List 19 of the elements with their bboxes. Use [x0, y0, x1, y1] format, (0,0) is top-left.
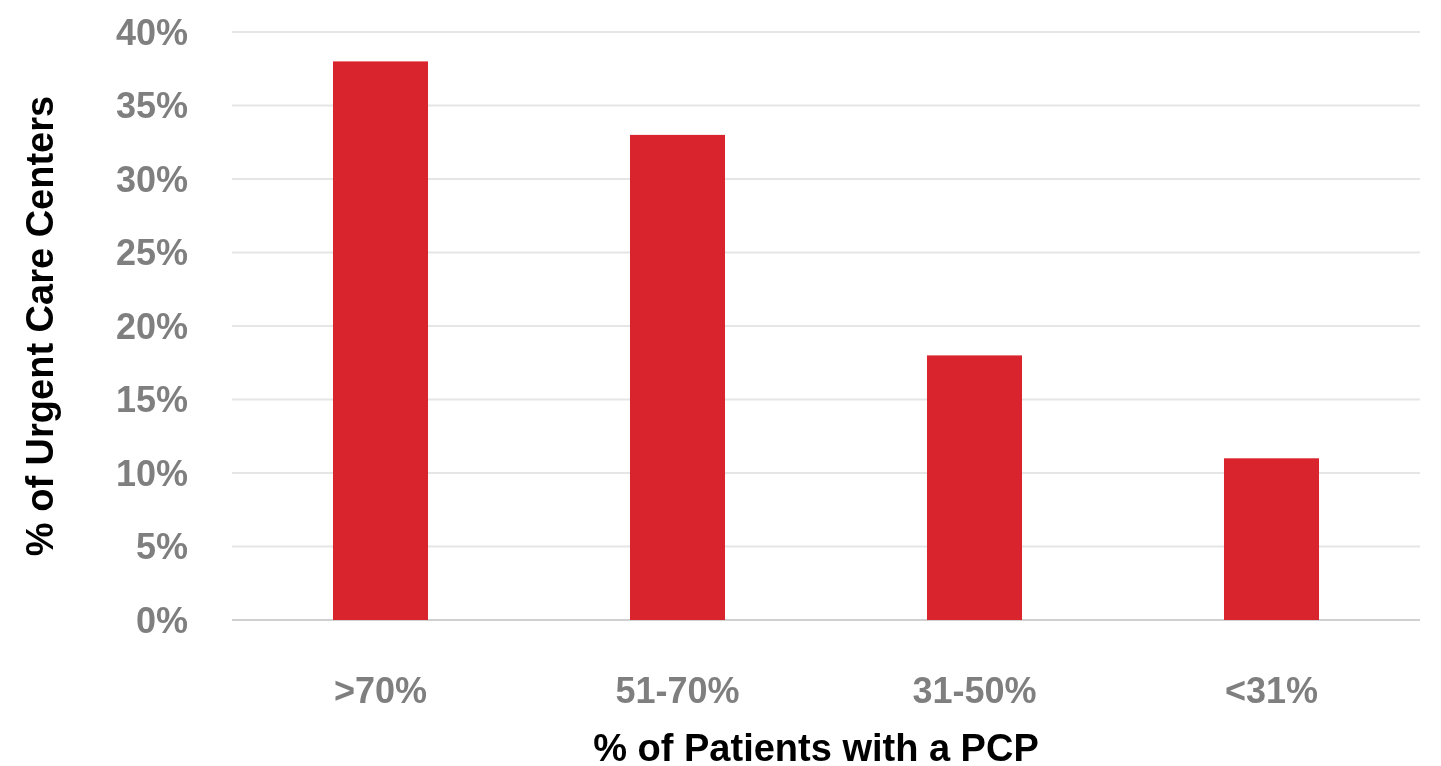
y-tick-label: 5%: [135, 526, 188, 568]
bar: [629, 134, 726, 620]
x-tick-label: 31-50%: [912, 669, 1037, 711]
x-tick-label: >70%: [333, 669, 428, 711]
y-tick-label: 35%: [115, 85, 188, 127]
x-axis-title: % of Patients with a PCP: [593, 727, 1039, 766]
y-tick-label: 20%: [115, 305, 188, 347]
y-tick-label: 25%: [115, 232, 188, 274]
x-tick-label: <31%: [1224, 669, 1319, 711]
bar: [332, 61, 429, 620]
bar: [926, 355, 1023, 620]
y-tick-label: 40%: [115, 11, 188, 53]
y-tick-label: 10%: [115, 452, 188, 494]
y-axis-title: % of Urgent Care Centers: [19, 95, 62, 557]
y-tick-label: 0%: [135, 599, 188, 641]
x-tick-label: 51-70%: [615, 669, 740, 711]
y-tick-label: 30%: [115, 158, 188, 200]
y-tick-label: 15%: [115, 379, 188, 421]
bar: [1223, 458, 1320, 620]
